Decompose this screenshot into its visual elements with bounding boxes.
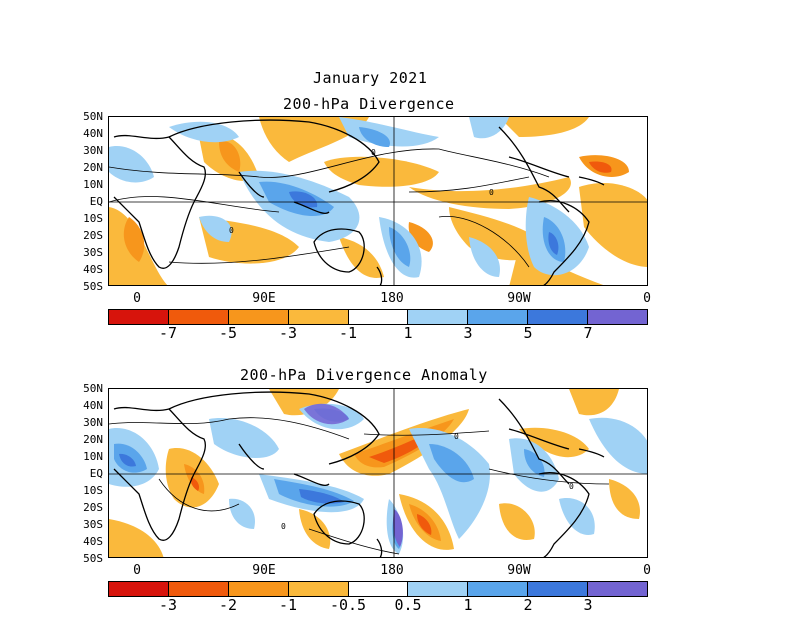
colorbar-swatch bbox=[528, 582, 589, 596]
colorbar-swatch bbox=[109, 310, 169, 324]
lat-label: EQ bbox=[89, 467, 103, 480]
colorbar-label: -1 bbox=[278, 596, 298, 614]
colorbar-label: -2 bbox=[218, 596, 238, 614]
lat-label: 10N bbox=[83, 178, 103, 191]
lat-label: 30S bbox=[83, 246, 103, 259]
lat-label: 50N bbox=[83, 110, 103, 123]
convergence-shading-strong bbox=[123, 141, 629, 262]
contour-label: 0 bbox=[569, 482, 574, 491]
lat-label: 50N bbox=[83, 382, 103, 395]
top-colorbar bbox=[108, 309, 648, 325]
lon-label: 0 bbox=[643, 563, 651, 578]
colorbar-label: 5 bbox=[523, 324, 533, 342]
colorbar-label: -7 bbox=[158, 324, 178, 342]
lat-label: EQ bbox=[89, 195, 103, 208]
colorbar-label: -3 bbox=[278, 324, 298, 342]
lat-label: 40S bbox=[83, 263, 103, 276]
colorbar-swatch bbox=[528, 310, 589, 324]
lon-label: 90E bbox=[252, 291, 276, 306]
lat-label: 30S bbox=[83, 518, 103, 531]
coastlines bbox=[113, 391, 605, 557]
lat-label: 40S bbox=[83, 535, 103, 548]
contour-label: 0 bbox=[489, 188, 494, 197]
colorbar-swatch bbox=[588, 582, 648, 596]
contour-label: 0 bbox=[454, 432, 459, 441]
lat-label: 20N bbox=[83, 433, 103, 446]
lat-label: 50S bbox=[83, 552, 103, 565]
lat-label: 50S bbox=[83, 280, 103, 293]
colorbar-label: 0.5 bbox=[394, 596, 422, 614]
colorbar-swatch bbox=[408, 310, 469, 324]
lat-label: 40N bbox=[83, 399, 103, 412]
lat-label: 30N bbox=[83, 144, 103, 157]
colorbar-swatch bbox=[288, 582, 349, 596]
top-panel-title: 200-hPa Divergence bbox=[283, 95, 455, 113]
lon-label: 0 bbox=[133, 291, 141, 306]
colorbar-swatch bbox=[288, 310, 349, 324]
contours bbox=[109, 417, 610, 555]
contour-label: 0 bbox=[281, 522, 286, 531]
lat-label: 10S bbox=[83, 212, 103, 225]
lat-label: 20S bbox=[83, 501, 103, 514]
divergence-anomaly-map: 0 0 0 bbox=[108, 388, 648, 558]
colorbar-swatch bbox=[468, 310, 529, 324]
colorbar-swatch bbox=[109, 582, 169, 596]
divergence-shading-max bbox=[289, 191, 559, 255]
colorbar-swatch bbox=[588, 310, 648, 324]
colorbar-swatch bbox=[468, 582, 529, 596]
colorbar-swatch bbox=[228, 310, 289, 324]
colorbar-swatch bbox=[348, 310, 409, 324]
bottom-panel-title: 200-hPa Divergence Anomaly bbox=[240, 366, 488, 384]
colorbar-swatch bbox=[168, 310, 229, 324]
colorbar-swatch bbox=[228, 582, 289, 596]
figure-title: January 2021 bbox=[313, 69, 428, 87]
divergence-map: 0 0 0 bbox=[108, 116, 648, 286]
lat-label: 10N bbox=[83, 450, 103, 463]
lon-label: 90W bbox=[507, 291, 531, 306]
anomaly-positive-shading-extreme bbox=[304, 403, 403, 547]
colorbar-swatch bbox=[408, 582, 469, 596]
colorbar-label: -5 bbox=[218, 324, 238, 342]
contour-label: 0 bbox=[371, 148, 376, 157]
colorbar-label: 3 bbox=[583, 596, 593, 614]
lat-label: 40N bbox=[83, 127, 103, 140]
colorbar-swatch bbox=[168, 582, 229, 596]
lon-label: 0 bbox=[133, 563, 141, 578]
lon-label: 0 bbox=[643, 291, 651, 306]
colorbar-label: 1 bbox=[463, 596, 473, 614]
lon-label: 90E bbox=[252, 563, 276, 578]
lon-label: 180 bbox=[380, 563, 404, 578]
colorbar-label: 2 bbox=[523, 596, 533, 614]
lat-label: 20N bbox=[83, 161, 103, 174]
lat-label: 20S bbox=[83, 229, 103, 242]
anomaly-positive-shading-max bbox=[119, 453, 344, 504]
contour-label: 0 bbox=[229, 226, 234, 235]
contours bbox=[109, 148, 550, 268]
lat-label: 30N bbox=[83, 416, 103, 429]
colorbar-label: 7 bbox=[583, 324, 593, 342]
colorbar-label: -0.5 bbox=[329, 596, 367, 614]
colorbar-swatch bbox=[348, 582, 409, 596]
lat-label: 10S bbox=[83, 484, 103, 497]
colorbar-label: 3 bbox=[463, 324, 473, 342]
lon-label: 90W bbox=[507, 563, 531, 578]
lon-label: 180 bbox=[380, 291, 404, 306]
convergence-shading-max bbox=[589, 161, 612, 173]
colorbar-label: -1 bbox=[338, 324, 358, 342]
colorbar-label: 1 bbox=[403, 324, 413, 342]
colorbar-label: -3 bbox=[158, 596, 178, 614]
bottom-colorbar bbox=[108, 581, 648, 597]
